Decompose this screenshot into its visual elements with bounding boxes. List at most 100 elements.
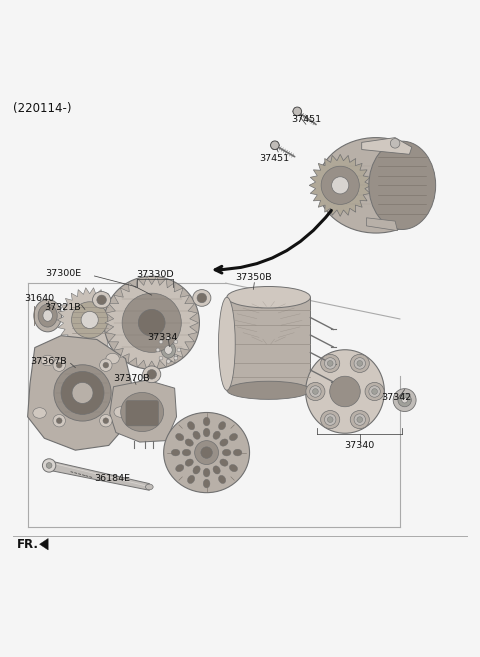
FancyBboxPatch shape [126,401,158,426]
Circle shape [147,369,156,379]
Circle shape [167,336,170,340]
Ellipse shape [321,411,340,428]
Ellipse shape [93,292,111,308]
Ellipse shape [54,365,111,421]
Ellipse shape [350,354,369,373]
Circle shape [100,415,112,427]
Polygon shape [227,297,311,390]
Circle shape [56,418,62,424]
Circle shape [81,311,98,328]
Ellipse shape [145,484,153,490]
Circle shape [354,414,365,425]
Circle shape [369,386,380,397]
Text: 37321B: 37321B [44,303,81,312]
Ellipse shape [365,382,384,401]
Circle shape [159,340,163,344]
Ellipse shape [188,422,195,430]
Polygon shape [39,539,48,550]
Circle shape [312,389,318,394]
Text: 37451: 37451 [259,154,289,163]
Circle shape [354,357,365,369]
Ellipse shape [233,449,242,456]
Text: 31640: 31640 [24,294,54,304]
Ellipse shape [176,434,184,441]
Ellipse shape [185,459,193,466]
Circle shape [357,417,363,422]
Ellipse shape [350,411,369,428]
Ellipse shape [218,476,226,484]
Circle shape [201,447,212,459]
Ellipse shape [227,381,311,399]
Ellipse shape [218,297,235,390]
Ellipse shape [185,439,193,446]
Ellipse shape [165,346,172,354]
Circle shape [167,359,170,363]
Circle shape [103,418,108,424]
Circle shape [327,417,333,422]
Ellipse shape [34,300,61,332]
Ellipse shape [43,310,52,321]
Ellipse shape [229,434,238,441]
Text: 37330D: 37330D [136,269,174,279]
Circle shape [327,361,333,366]
Text: 37370B: 37370B [114,374,150,383]
Polygon shape [105,276,199,369]
Text: 37350B: 37350B [235,273,272,283]
Circle shape [197,293,206,303]
Ellipse shape [176,464,184,472]
Circle shape [174,340,178,344]
Ellipse shape [193,431,200,440]
Ellipse shape [203,417,210,426]
Text: 37367B: 37367B [30,357,67,367]
Circle shape [324,414,336,425]
Ellipse shape [33,408,46,419]
Polygon shape [28,336,132,450]
Text: 37334: 37334 [147,333,177,342]
Ellipse shape [203,480,210,488]
Ellipse shape [203,468,210,477]
Circle shape [390,139,400,148]
Ellipse shape [229,464,238,472]
Circle shape [46,463,52,468]
Ellipse shape [369,141,436,229]
Polygon shape [309,154,371,216]
Text: 37342: 37342 [381,393,411,402]
Text: 37300E: 37300E [46,269,82,278]
Ellipse shape [182,449,191,456]
Circle shape [122,293,181,352]
Ellipse shape [164,413,250,493]
Ellipse shape [158,338,179,362]
Polygon shape [49,461,149,490]
Text: 37340: 37340 [345,442,375,451]
Ellipse shape [38,304,57,327]
Ellipse shape [161,342,176,358]
Circle shape [332,177,349,194]
Circle shape [372,389,377,394]
Circle shape [138,309,165,336]
Circle shape [56,362,62,368]
Circle shape [293,107,301,116]
Ellipse shape [306,350,384,433]
Circle shape [156,348,160,352]
Circle shape [393,389,416,411]
Circle shape [310,386,321,397]
Circle shape [42,459,56,472]
Ellipse shape [188,476,195,484]
Circle shape [159,356,163,360]
Circle shape [271,141,279,150]
Ellipse shape [106,353,119,364]
Ellipse shape [41,355,54,366]
Circle shape [357,361,363,366]
Ellipse shape [220,439,228,446]
Ellipse shape [227,286,311,308]
Polygon shape [362,137,412,154]
Circle shape [324,357,336,369]
Ellipse shape [203,428,210,437]
Circle shape [61,371,104,415]
Ellipse shape [222,449,231,456]
Circle shape [72,382,93,403]
Ellipse shape [318,137,434,233]
Ellipse shape [213,431,220,440]
Polygon shape [110,380,177,442]
Ellipse shape [104,276,199,369]
